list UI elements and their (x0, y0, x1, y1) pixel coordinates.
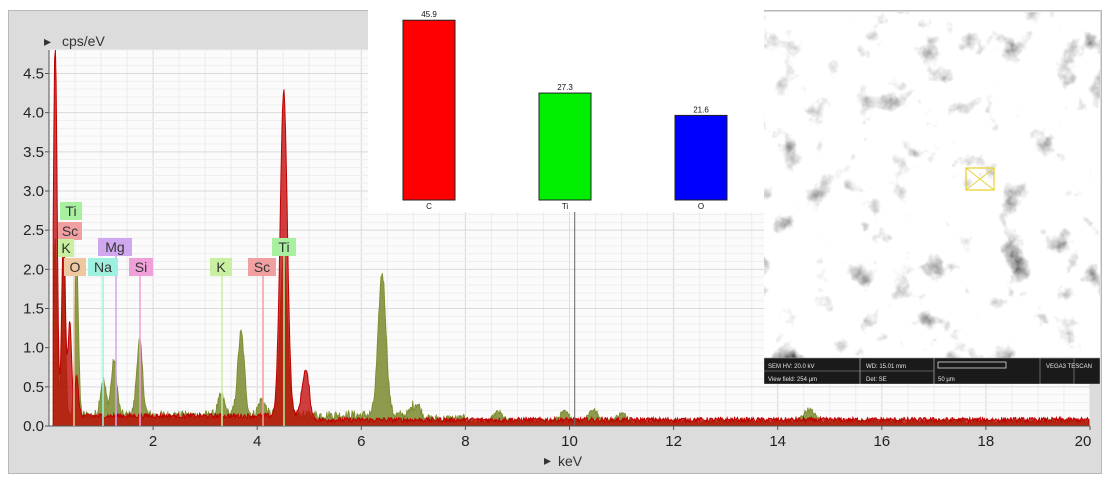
bar-value-label: 45.9 (421, 10, 437, 19)
y-tick-label: 0.0 (23, 418, 44, 435)
x-tick-label: 10 (561, 433, 578, 450)
element-label: K (61, 240, 71, 256)
x-tick-label: 12 (665, 433, 682, 450)
y-tick-label: 4.0 (23, 105, 44, 122)
element-label: Si (135, 259, 147, 275)
element-label: Sc (62, 223, 78, 239)
element-label-box (210, 258, 232, 276)
element-label-box (60, 202, 82, 220)
x-tick-label: 16 (873, 433, 890, 450)
element-label-box (58, 239, 74, 257)
sem-info-cell (1039, 357, 1100, 384)
bar-category-label: C (426, 202, 432, 211)
element-label-box (272, 238, 296, 256)
y-tick-label: 2.5 (23, 222, 44, 239)
element-label: Sc (254, 259, 270, 275)
bar-category-label: Ti (562, 202, 569, 211)
sem-info-text: WD: 15.01 mm (866, 364, 906, 370)
y-tick-label: 1.0 (23, 340, 44, 357)
x-tick-label: 4 (253, 433, 261, 450)
element-label: Na (94, 259, 112, 275)
sem-info-text: View field: 254 µm (768, 377, 817, 383)
element-label-box (88, 258, 118, 276)
sem-scale-bar (937, 361, 1007, 369)
x-tick-label: 14 (769, 433, 786, 450)
element-label-box (98, 238, 132, 256)
spectrum-series-red (52, 49, 1090, 427)
x-tick-label: 2 (149, 433, 157, 450)
sem-texture (764, 12, 1100, 358)
y-tick-label: 3.5 (23, 144, 44, 161)
element-label: Mg (105, 239, 124, 255)
x-tick-label: 8 (461, 433, 469, 450)
sem-info-text: 50 µm (938, 377, 955, 383)
element-label: Ti (65, 203, 76, 219)
element-label-box (58, 222, 82, 240)
x-tick-label: 20 (1075, 433, 1092, 450)
y-axis-marker: ▸ (44, 33, 51, 49)
bar-O (674, 114, 728, 201)
bar-value-label: 21.6 (693, 105, 709, 114)
sem-info-text: VEGA3 TESCAN (1046, 364, 1092, 370)
y-tick-label: 4.5 (23, 66, 44, 83)
element-label: K (216, 259, 226, 275)
element-label-box (248, 258, 276, 276)
bar-C (402, 19, 456, 201)
bar-Ti (538, 92, 592, 201)
element-label: Ti (278, 239, 289, 255)
bar-category-label: O (698, 202, 704, 211)
x-axis-label: keV (558, 453, 583, 469)
sem-roi-box (965, 167, 995, 191)
x-tick-label: 6 (357, 433, 365, 450)
sem-roi-diag-2 (965, 167, 995, 191)
element-label-box (129, 258, 153, 276)
bar-value-label: 27.3 (557, 83, 573, 92)
y-axis-label: cps/eV (62, 33, 105, 49)
element-label-box (64, 258, 86, 276)
sem-info-text: Det: SE (866, 377, 887, 383)
sem-image: SEM HV: 20.0 kV WD: 15.01 mm VEGA3 TESCAN V… (764, 12, 1100, 384)
element-label: O (70, 259, 81, 275)
y-tick-label: 3.0 (23, 183, 44, 200)
y-tick-label: 1.5 (23, 301, 44, 318)
y-tick-label: 0.5 (23, 379, 44, 396)
y-tick-label: 2.0 (23, 261, 44, 278)
x-axis-marker: ▸ (544, 452, 551, 468)
x-tick-label: 18 (978, 433, 995, 450)
sem-info-text: SEM HV: 20.0 kV (768, 364, 814, 370)
